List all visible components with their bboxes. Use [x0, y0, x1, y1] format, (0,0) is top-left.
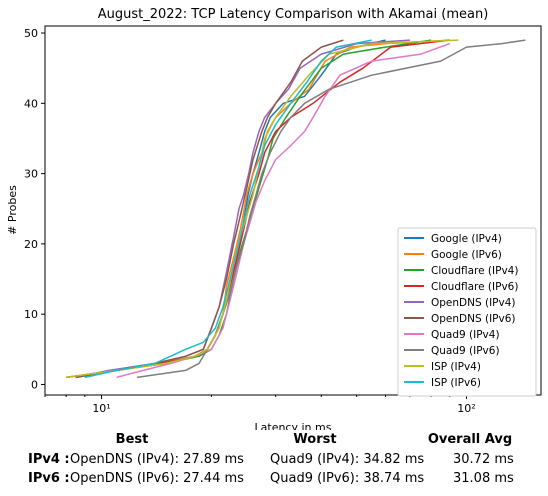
y-tick-label: 50 [24, 27, 38, 40]
legend-entry: ISP (IPv6) [431, 377, 481, 389]
x-axis-label: Latency in ms [255, 421, 332, 430]
series-line-8 [66, 39, 459, 379]
y-tick-label: 40 [24, 97, 38, 110]
x-axis: 10¹ 10² [44, 395, 476, 415]
series-line-0 [75, 39, 386, 379]
row-ipv4-label: IPv4 : [28, 452, 70, 467]
header-overall-avg: Overall Avg [427, 432, 513, 447]
row-ipv6-worst: Quad9 (IPv6): 38.74 ms [270, 471, 425, 486]
chart-title: August_2022: TCP Latency Comparison with… [98, 7, 489, 22]
legend-entry: Cloudflare (IPv4) [431, 265, 518, 277]
plot-area [44, 25, 542, 396]
legend-entry: Google (IPv4) [431, 233, 502, 245]
y-axis-label: # Probes [6, 185, 19, 235]
row-ipv4-best: OpenDNS (IPv4): 27.89 ms [70, 452, 244, 467]
row-ipv4-worst: Quad9 (IPv4): 34.82 ms [270, 452, 425, 467]
legend-entry: OpenDNS (IPv6) [431, 313, 516, 325]
series-line-4 [75, 39, 411, 379]
x-tick-label: 10¹ [92, 402, 110, 415]
legend-entry: Google (IPv6) [431, 249, 502, 261]
header-worst: Worst [293, 432, 337, 447]
legend-entry: Cloudflare (IPv6) [431, 281, 518, 293]
legend-entry: Quad9 (IPv6) [431, 345, 500, 357]
series-lines [66, 39, 526, 379]
legend: Google (IPv4) Google (IPv6) Cloudflare (IP… [397, 227, 537, 397]
row-ipv6-avg: 31.08 ms [453, 471, 514, 486]
x-tick-label: 10² [457, 402, 475, 415]
series-line-5 [75, 39, 344, 379]
y-tick-label: 30 [24, 168, 38, 181]
row-ipv4-avg: 30.72 ms [453, 452, 514, 467]
series-line-3 [66, 39, 450, 379]
header-best: Best [115, 432, 149, 447]
y-tick-label: 10 [24, 308, 38, 321]
legend-entry: OpenDNS (IPv4) [431, 297, 516, 309]
series-line-1 [66, 39, 450, 379]
series-line-2 [75, 39, 432, 379]
row-ipv6-label: IPv6 : [28, 471, 70, 486]
legend-entry: Quad9 (IPv4) [431, 329, 500, 341]
row-ipv6-best: OpenDNS (IPv6): 27.44 ms [70, 471, 244, 486]
y-axis: 0 10 20 30 40 50 [24, 27, 45, 391]
series-line-9 [84, 39, 372, 379]
legend-entry: ISP (IPv4) [431, 361, 481, 373]
latency-chart: August_2022: TCP Latency Comparison with… [6, 7, 542, 430]
y-tick-label: 20 [24, 238, 38, 251]
legend-box [397, 227, 537, 397]
y-tick-label: 0 [31, 378, 38, 391]
